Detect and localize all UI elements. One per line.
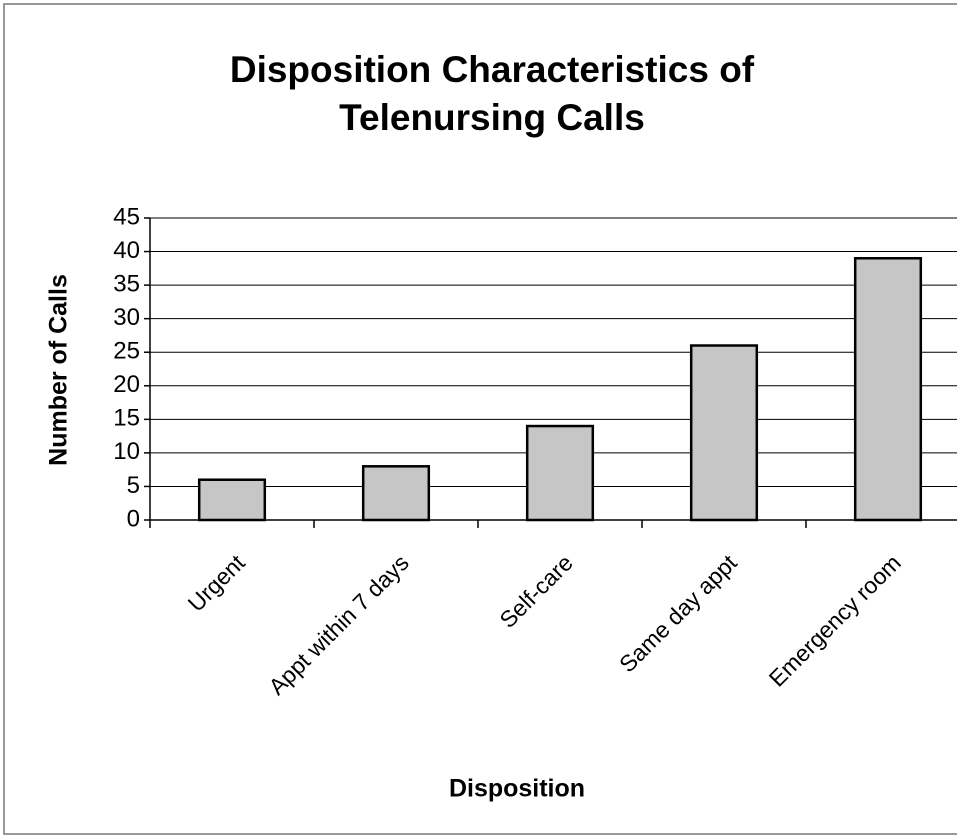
bar xyxy=(689,344,759,522)
y-tick-label: 35 xyxy=(113,270,140,297)
y-tick-label: 20 xyxy=(113,371,140,398)
bar xyxy=(525,424,595,522)
bar xyxy=(853,257,923,522)
y-tick-label: 40 xyxy=(113,237,140,264)
bar xyxy=(197,478,267,522)
y-tick-label: 25 xyxy=(113,338,140,365)
chart-title: Disposition Characteristics of xyxy=(230,49,755,90)
chart-title: Telenursing Calls xyxy=(339,97,645,138)
y-tick-label: 30 xyxy=(113,304,140,331)
y-tick-label: 5 xyxy=(127,472,140,499)
y-tick-label: 0 xyxy=(127,505,140,532)
y-tick-label: 15 xyxy=(113,405,140,432)
y-axis-title: Number of Calls xyxy=(45,274,73,466)
x-axis-title: Disposition xyxy=(449,775,585,803)
y-tick-label: 10 xyxy=(113,438,140,465)
y-tick-label: 45 xyxy=(113,203,140,230)
bar xyxy=(361,465,431,522)
